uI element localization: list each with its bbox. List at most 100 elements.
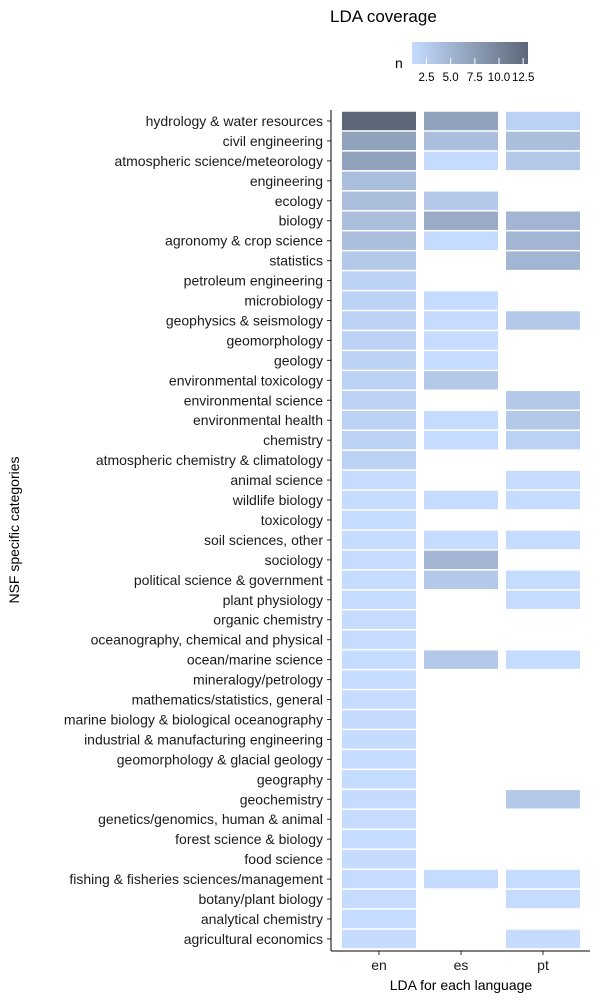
chart-title: LDA coverage [330, 7, 437, 26]
y-tick-label: botany/plant biology [198, 891, 323, 907]
heatmap-cell [506, 251, 580, 270]
y-tick-label: atmospheric chemistry & climatology [96, 452, 323, 468]
heatmap-cell [342, 411, 416, 430]
y-tick-label: microbiology [244, 293, 323, 309]
heatmap-cell [424, 530, 498, 550]
heatmap-cell [506, 869, 580, 889]
heatmap-cell [506, 929, 580, 949]
y-tick-label: ocean/marine science [187, 652, 323, 668]
heatmap-cell [424, 570, 498, 590]
legend-tick-label: 7.5 [467, 72, 483, 84]
y-tick-label: environmental science [184, 392, 324, 408]
y-tick-label: geomorphology [226, 332, 323, 348]
heatmap-cell [342, 311, 416, 330]
heatmap-cell [342, 889, 416, 909]
y-tick-label: plant physiology [223, 592, 323, 608]
legend-ticks: 2.5 5.0 7.5 10.0 12.5 [419, 58, 534, 84]
heatmap-cell [424, 331, 498, 350]
legend-tick-label: 12.5 [512, 72, 534, 84]
y-tick-label: mineralogy/petrology [193, 672, 323, 688]
y-tick-label: petroleum engineering [184, 273, 323, 289]
heatmap-cell [342, 470, 416, 490]
heatmap-cell [424, 131, 498, 151]
y-tick-label: food science [244, 851, 323, 867]
heatmap-cell [342, 351, 416, 370]
y-tick-label: oceanography, chemical and physical [91, 632, 323, 648]
legend-tick-label: 2.5 [419, 72, 435, 84]
heatmap-cell [424, 231, 498, 250]
y-tick-label: geology [274, 352, 323, 368]
heatmap-cell [506, 889, 580, 909]
heatmap-cell [424, 211, 498, 230]
y-tick-label: statistics [269, 253, 323, 269]
heatmap-cell [424, 490, 498, 510]
x-axis-label: LDA for each language [390, 977, 533, 993]
heatmap-cell [506, 211, 580, 230]
heatmap-cell [342, 550, 416, 570]
heatmap-cell [342, 750, 416, 769]
heatmap-cell [342, 331, 416, 350]
legend-colorbar [412, 42, 528, 64]
heatmap-cell [342, 510, 416, 530]
y-tick-label: environmental health [193, 412, 323, 428]
heatmap-cell [506, 131, 580, 151]
legend-tick-label: 5.0 [443, 72, 459, 84]
heatmap-cell [424, 311, 498, 330]
heatmap-cell [342, 171, 416, 191]
y-tick-label: geochemistry [240, 791, 323, 807]
y-tick-label: atmospheric science/meteorology [114, 153, 323, 169]
heatmap-cell [424, 291, 498, 310]
legend-tick-label: 10.0 [488, 72, 510, 84]
heatmap-cell [506, 311, 580, 330]
y-tick-label: soil sciences, other [204, 532, 323, 548]
heatmap-cell [506, 411, 580, 430]
y-tick-label: analytical chemistry [201, 911, 323, 927]
heatmap-cell [342, 829, 416, 849]
y-axis-label: NSF specific categories [6, 456, 22, 603]
heatmap-cell [424, 550, 498, 570]
heatmap-cell [342, 590, 416, 609]
heatmap-cell [342, 271, 416, 290]
x-tick-label: pt [537, 957, 549, 973]
heatmap-cell [342, 610, 416, 629]
heatmap-cell [506, 490, 580, 510]
y-tick-label: agronomy & crop science [165, 233, 323, 249]
heatmap-cell [342, 151, 416, 171]
y-tick-label: mathematics/statistics, general [132, 692, 323, 708]
y-tick-label: organic chemistry [213, 612, 323, 628]
y-tick-label: genetics/genomics, human & animal [98, 811, 323, 827]
heatmap-cell [506, 470, 580, 490]
y-tick-label: political science & government [134, 572, 323, 588]
heatmap-cell [506, 570, 580, 590]
x-tick-label: es [454, 957, 469, 973]
y-tick-label: wildlife biology [232, 492, 323, 508]
heatmap-cell [342, 810, 416, 829]
heatmap-cell [342, 291, 416, 310]
heatmap-cell [342, 869, 416, 889]
heatmap-cell [424, 351, 498, 370]
y-tick-label: marine biology & biological oceanography [64, 711, 323, 727]
y-tick-label: animal science [230, 472, 323, 488]
heatmap-cell [424, 869, 498, 889]
heatmap-cell [342, 111, 416, 131]
heatmap-cell [342, 849, 416, 869]
heatmap-cell [342, 450, 416, 470]
heatmap-cell [506, 430, 580, 450]
heatmap-cell [506, 111, 580, 131]
heatmap-cell [506, 530, 580, 550]
heatmap-cell [342, 650, 416, 669]
heatmap-cell [424, 191, 498, 210]
y-tick-label: forest science & biology [175, 831, 323, 847]
heatmap-cell [342, 211, 416, 230]
heatmap-cell [424, 411, 498, 430]
heatmap-cell [424, 111, 498, 131]
y-tick-label: toxicology [261, 512, 323, 528]
y-tick-label: environmental toxicology [169, 372, 323, 388]
heatmap-cell [506, 391, 580, 410]
x-tick-label: en [371, 957, 387, 973]
heatmap-cell [342, 690, 416, 709]
y-tick-label: geography [257, 771, 323, 787]
heatmap-cell [342, 131, 416, 151]
heatmap-cell [342, 430, 416, 450]
